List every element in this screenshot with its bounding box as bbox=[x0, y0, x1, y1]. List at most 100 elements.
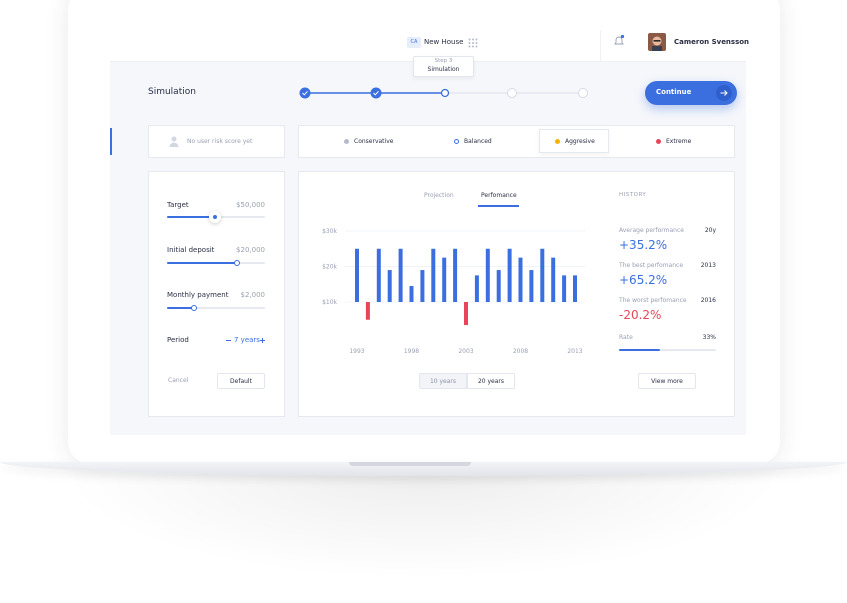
badge-text: CA bbox=[410, 39, 418, 45]
history-value: +65.2% bbox=[619, 273, 668, 287]
bar bbox=[365, 302, 370, 320]
workspace-badge[interactable] bbox=[407, 37, 421, 48]
y-tick-label: $20k bbox=[322, 264, 337, 271]
rate-value: 33% bbox=[702, 334, 716, 341]
user-name[interactable]: Cameron Svensson bbox=[674, 38, 750, 46]
step-tooltip bbox=[413, 56, 474, 77]
view-more-button[interactable]: View more bbox=[638, 373, 696, 389]
bar bbox=[496, 270, 501, 302]
continue-label: Continue bbox=[656, 88, 692, 96]
page-title: Simulation bbox=[148, 87, 196, 97]
history-label: The best perfomance bbox=[619, 262, 684, 269]
bar bbox=[355, 248, 359, 302]
y-tick-label: $10k bbox=[322, 299, 337, 306]
rate-label: Rate bbox=[619, 334, 633, 341]
risk-option[interactable]: Balanced bbox=[464, 138, 492, 145]
risk-option[interactable]: Extreme bbox=[666, 138, 692, 145]
tooltip-step: Step 3 bbox=[434, 58, 453, 64]
risk-empty-note: No user risk score yet bbox=[187, 138, 253, 145]
risk-score-panel bbox=[148, 125, 285, 158]
bar bbox=[474, 275, 479, 302]
history-value: +35.2% bbox=[619, 238, 668, 252]
default-button[interactable]: Default bbox=[217, 373, 265, 389]
range-button[interactable]: 10 years bbox=[419, 373, 467, 389]
input-value: $50,000 bbox=[236, 201, 265, 209]
device-shadow bbox=[60, 470, 787, 580]
bar bbox=[518, 257, 523, 302]
divider bbox=[600, 30, 601, 62]
bar bbox=[420, 270, 425, 302]
bar bbox=[573, 275, 577, 302]
risk-option-selected-bg bbox=[539, 129, 609, 153]
input-label: Monthly payment bbox=[167, 291, 229, 299]
slider-fill bbox=[167, 307, 194, 309]
bar bbox=[442, 257, 447, 302]
period-value: 7 years bbox=[234, 336, 260, 344]
x-tick-label: 2008 bbox=[513, 348, 528, 355]
range-button[interactable]: 20 years bbox=[467, 373, 515, 389]
continue-arrow bbox=[716, 85, 732, 101]
bar bbox=[507, 248, 512, 302]
history-period: 2016 bbox=[700, 297, 716, 304]
bar bbox=[387, 270, 392, 302]
bar bbox=[409, 286, 414, 302]
input-value: $20,000 bbox=[236, 246, 265, 254]
history-label: The worst perfomance bbox=[619, 297, 687, 304]
input-label: Initial deposit bbox=[167, 246, 215, 254]
notification-bell[interactable] bbox=[612, 34, 626, 48]
input-value: $2,000 bbox=[240, 291, 266, 299]
slider-fill bbox=[167, 216, 215, 218]
avatar[interactable] bbox=[648, 33, 666, 51]
history-period: 2013 bbox=[700, 262, 716, 269]
option-dot bbox=[344, 139, 349, 144]
input-label: Period bbox=[167, 336, 189, 344]
tooltip-label: Simulation bbox=[427, 66, 460, 73]
bar bbox=[464, 302, 468, 326]
history-label: Average performance bbox=[619, 227, 684, 234]
input-label: Target bbox=[167, 201, 189, 209]
bar bbox=[562, 275, 567, 302]
x-tick-label: 1993 bbox=[349, 348, 364, 355]
slider-thumb-dot bbox=[213, 215, 217, 219]
slider-fill bbox=[167, 262, 237, 264]
bar bbox=[431, 248, 436, 302]
device-notch bbox=[349, 462, 471, 466]
active-indicator bbox=[110, 128, 112, 155]
cancel-link[interactable]: Cancel bbox=[168, 377, 189, 384]
x-tick-label: 2003 bbox=[458, 348, 473, 355]
risk-options-panel bbox=[298, 125, 735, 158]
option-dot bbox=[656, 139, 661, 144]
bar bbox=[540, 248, 545, 302]
y-tick-label: $30k bbox=[322, 228, 337, 235]
history-period: 20y bbox=[704, 227, 716, 234]
slider-thumb[interactable] bbox=[234, 260, 240, 266]
slider-thumb[interactable] bbox=[191, 305, 197, 311]
bar bbox=[376, 248, 381, 302]
x-tick-label: 1998 bbox=[404, 348, 419, 355]
risk-option[interactable]: Aggresive bbox=[565, 138, 595, 145]
bar bbox=[529, 270, 534, 302]
option-dot bbox=[454, 139, 459, 144]
device-base bbox=[0, 462, 847, 476]
slider-track[interactable] bbox=[167, 307, 265, 309]
bar bbox=[551, 257, 556, 302]
option-dot bbox=[555, 139, 560, 144]
history-title: HISTORY bbox=[619, 192, 647, 198]
tab[interactable]: Projection bbox=[424, 192, 454, 199]
rate-track bbox=[619, 349, 716, 351]
tab-underline bbox=[478, 205, 519, 207]
stepper bbox=[299, 87, 588, 99]
increment-bar bbox=[262, 338, 263, 343]
bar bbox=[453, 248, 458, 302]
workspace-name[interactable]: New House bbox=[424, 38, 464, 46]
history-value: -20.2% bbox=[619, 308, 662, 322]
decrement[interactable] bbox=[226, 340, 231, 341]
bar bbox=[398, 248, 403, 302]
tab-active[interactable]: Perfomance bbox=[481, 192, 517, 199]
bar bbox=[485, 248, 490, 302]
apps-icon[interactable] bbox=[468, 38, 478, 48]
risk-option[interactable]: Conservative bbox=[354, 138, 394, 145]
rate-fill bbox=[619, 349, 660, 351]
